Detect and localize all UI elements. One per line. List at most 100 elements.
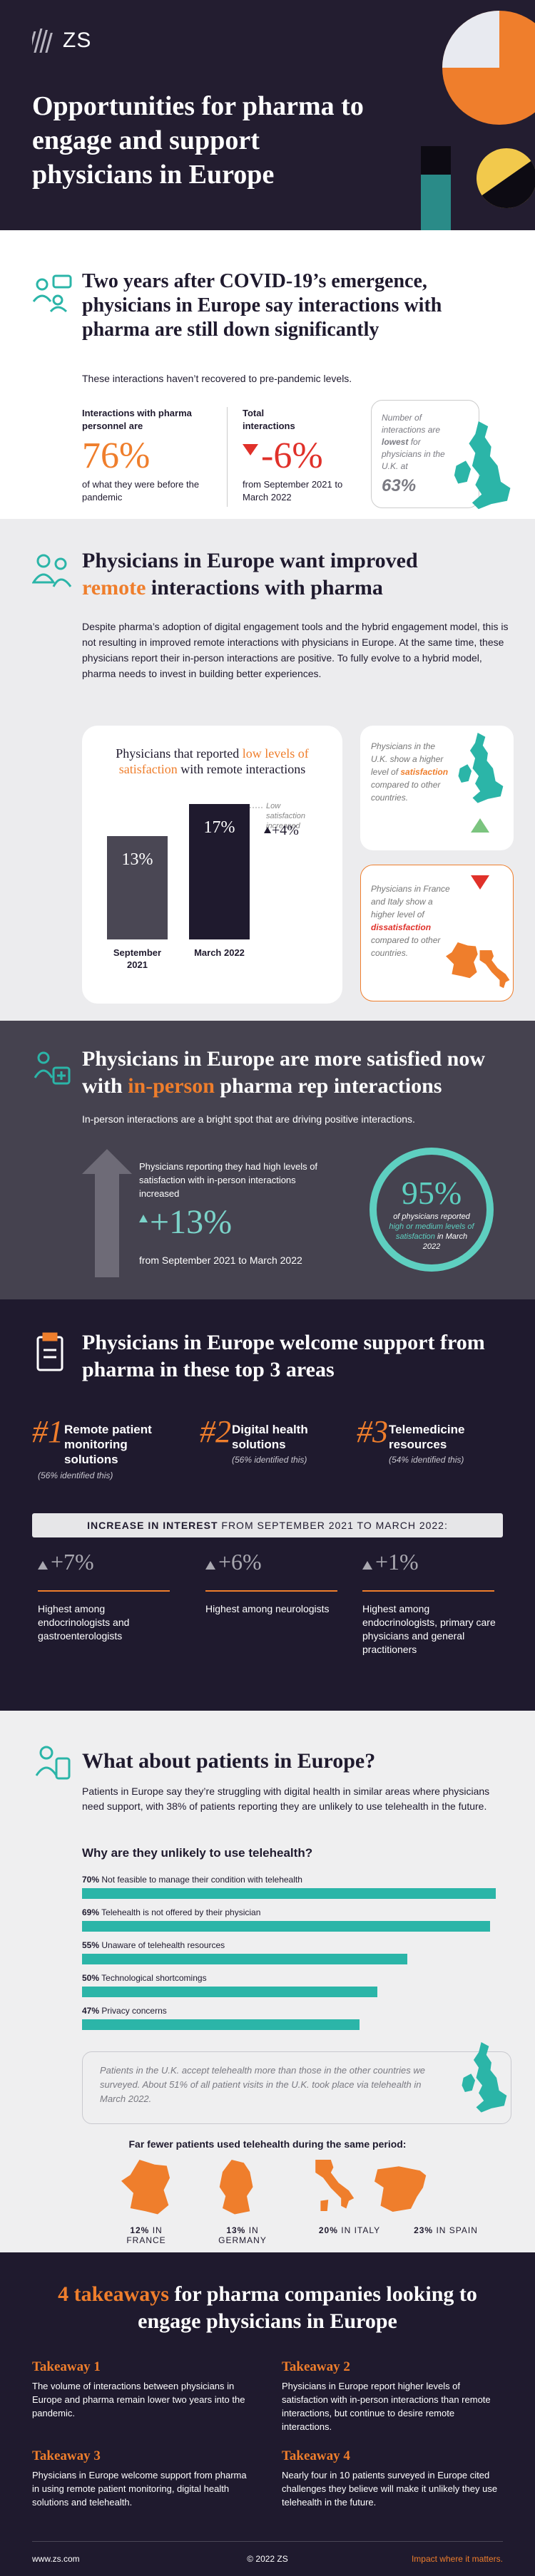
up-triangle <box>471 818 489 833</box>
text: Physicians in the U.K. show a higher lev… <box>371 741 444 777</box>
highlight: satisfaction <box>400 767 449 777</box>
stat-note: from September 2021 to March 2022 <box>243 479 343 503</box>
takeaway-heading: Takeaway 2 <box>282 2359 350 2374</box>
area-note: Highest among neurologists <box>205 1603 330 1614</box>
usage-value: 20% <box>318 2225 338 2235</box>
takeaways-section: 4 takeaways for pharma companies looking… <box>0 2252 535 2541</box>
triangle-shape <box>362 1561 372 1570</box>
germany-map <box>219 2160 253 2215</box>
area-increase: +1% <box>375 1549 419 1575</box>
highlight: remote <box>82 576 146 599</box>
area-increase: +6% <box>218 1549 262 1575</box>
italy-map <box>315 2160 355 2211</box>
usage-country: IN GERMANY <box>218 2225 267 2245</box>
stat-label: Interactions with pharma personnel are <box>82 408 192 431</box>
bar-value-label: 47% <box>82 2006 100 2016</box>
bar-value-label: 50% <box>82 1973 100 1983</box>
clipboard-icon <box>36 1332 63 1371</box>
people-icon <box>32 554 72 587</box>
text: Physicians in Europe want improved <box>82 549 418 572</box>
triangle-shape <box>38 1561 48 1570</box>
text: pharma rep interactions <box>220 1074 442 1098</box>
triangle-fill <box>362 1561 372 1570</box>
text: in March 2022 <box>422 1232 468 1251</box>
page-title: Opportunities for pharma to engage and s… <box>32 91 364 190</box>
down-triangle <box>243 444 258 455</box>
text: for pharma companies looking to engage p… <box>138 2282 477 2333</box>
section-title: Physicians in Europe want improved remote… <box>82 547 524 602</box>
patients-section: What about patients in Europe? Patients … <box>0 1711 535 2252</box>
footer-tagline: Impact where it matters. <box>411 2554 503 2564</box>
bar-value-label: 13% <box>121 850 153 869</box>
uk-note: Patients in the U.K. accept telehealth m… <box>100 2065 425 2104</box>
text: with remote interactions <box>180 762 306 776</box>
footer-copyright: © 2022 ZS <box>247 2554 288 2564</box>
bar-category: Telehealth is not offered by their physi… <box>101 1907 261 1917</box>
category-label: March 2022 <box>194 947 245 958</box>
area-share: (56% identified this) <box>38 1470 113 1480</box>
rank: #1 <box>32 1414 63 1449</box>
stat-note: of what they were before the pandemic <box>82 479 200 503</box>
meeting-icon <box>34 1051 71 1085</box>
orange-rule <box>362 1590 494 1592</box>
uk-map <box>454 421 511 510</box>
area-name: Telemedicine resources <box>389 1423 465 1451</box>
section-title: Physicians in Europe are more satisfied … <box>82 1046 524 1100</box>
logo-mark <box>32 29 53 53</box>
triangle-fill <box>205 1561 215 1570</box>
category-label: September 2021 <box>113 947 162 970</box>
chart-title: Physicians that reported low levels of s… <box>111 746 314 777</box>
increase-label: Physicians reporting they had high level… <box>139 1161 318 1199</box>
banner-text: FROM SEPTEMBER 2021 TO MARCH 2022: <box>221 1520 448 1531</box>
satisfaction-ring <box>370 1148 494 1272</box>
section-title: Two years after COVID-19’s emergence, ph… <box>82 270 442 341</box>
change: +4% <box>272 823 299 838</box>
text: for physicians in the U.K. at <box>382 437 445 471</box>
usage-label: 13% IN GERMANY <box>207 2225 278 2245</box>
section-title: Physicians in Europe welcome support fro… <box>82 1331 485 1381</box>
interactions-section: Two years after COVID-19’s emergence, ph… <box>0 230 535 519</box>
area-note: Highest among endocrinologists, primary … <box>362 1603 496 1655</box>
support-section: Physicians in Europe welcome support fro… <box>0 1299 535 1711</box>
takeaway-text: Nearly four in 10 patients surveyed in E… <box>282 2470 498 2508</box>
bar <box>107 835 168 939</box>
bar-value-label: 70% <box>82 1875 100 1885</box>
uk-value: 63% <box>382 476 417 495</box>
country-maps <box>121 2160 427 2215</box>
banner-bold: INCREASE IN INTEREST <box>87 1520 218 1531</box>
logo-text: ZS <box>63 29 92 52</box>
france-italy-map <box>446 942 510 989</box>
footer-url: www.zs.com <box>32 2554 80 2564</box>
area-share: (54% identified this) <box>389 1455 464 1465</box>
bar-category: Technological shortcomings <box>101 1973 207 1983</box>
bar-value-label: 55% <box>82 1940 100 1950</box>
bar-value-label: 17% <box>203 818 235 837</box>
text: of physicians reported <box>393 1212 470 1221</box>
section-title: 4 takeaways for pharma companies looking… <box>54 2281 482 2335</box>
text: Number of interactions are <box>382 413 441 435</box>
paragraph: Patients in Europe say they’re strugglin… <box>82 1786 490 1812</box>
bar <box>82 1987 378 1997</box>
takeaway-text: Physicians in Europe report higher level… <box>282 2381 491 2432</box>
triangle-fill <box>38 1561 48 1570</box>
arrow <box>82 1149 132 1277</box>
area-share: (56% identified this) <box>232 1455 307 1465</box>
chart-card: Physicians that reported low levels of s… <box>82 726 342 1004</box>
orange-rule <box>38 1590 170 1592</box>
bar-label-row: 69% Telehealth is not offered by their p… <box>82 1907 510 1917</box>
orange-rule <box>205 1590 337 1592</box>
up-triangle <box>139 1215 148 1222</box>
up-triangle <box>38 1560 48 1573</box>
takeaway-heading: Takeaway 1 <box>32 2359 101 2374</box>
text: Physicians in Europe are more satisfied … <box>82 1047 486 1098</box>
section-subtitle: In-person interactions are a bright spot… <box>82 1113 415 1125</box>
rank: #3 <box>357 1414 388 1449</box>
stat-value: 76% <box>82 436 151 476</box>
rank: #2 <box>200 1414 231 1449</box>
takeaway-heading: Takeaway 3 <box>32 2448 101 2463</box>
divider <box>227 407 228 507</box>
up-triangle <box>205 1560 215 1573</box>
usage-country: IN FRANCE <box>126 2225 166 2245</box>
text: Physicians that reported <box>116 746 240 761</box>
